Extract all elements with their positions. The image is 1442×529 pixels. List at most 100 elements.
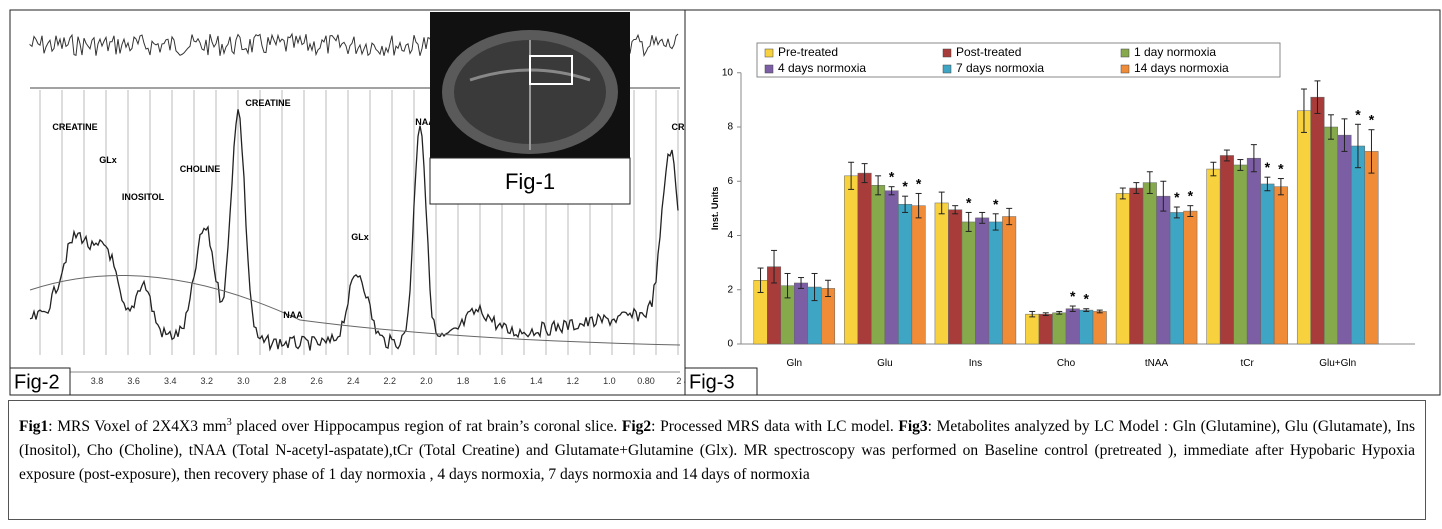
bar — [1337, 134, 1352, 345]
bar — [911, 205, 926, 345]
ppm-label: 2 4 — [676, 376, 689, 386]
spectrum: CREATINE GLx INOSITOL CHOLINE CREATINE NAA GLx… — [29, 32, 689, 386]
legend-swatch — [942, 48, 952, 58]
y-tick-label: 10 — [722, 67, 734, 78]
caption-sup: 3 — [226, 416, 232, 428]
legend-label: Post-treated — [956, 45, 1021, 59]
ppm-label: 3.6 — [127, 376, 140, 386]
legend — [756, 42, 1281, 78]
bar — [1246, 157, 1261, 345]
bar — [1092, 311, 1107, 345]
ppm-label: 3.0 — [237, 376, 250, 386]
bar — [1273, 186, 1288, 345]
peak-label: CHOLINE — [180, 164, 221, 174]
bar — [898, 204, 913, 345]
significance-marker: * — [902, 178, 908, 194]
bar — [871, 185, 886, 345]
significance-marker: * — [993, 196, 999, 212]
figure-label: Fig-2 — [14, 371, 60, 393]
peak-label: CR — [672, 122, 685, 132]
significance-marker: * — [966, 194, 972, 210]
x-tick-label: Cho — [1057, 358, 1076, 369]
x-tick-label: Ins — [969, 358, 982, 369]
y-tick-label: 6 — [727, 176, 733, 187]
caption-bold: Fig2 — [621, 418, 652, 435]
peak-label: GLx — [99, 155, 117, 165]
bar — [1169, 212, 1184, 345]
peak-label: CREATINE — [245, 98, 290, 108]
bar — [884, 190, 899, 345]
y-tick-label: 0 — [727, 339, 733, 350]
significance-marker: * — [1188, 188, 1194, 204]
legend-swatch — [764, 48, 774, 58]
legend-swatch — [1120, 64, 1130, 74]
caption-bold: Fig1 — [19, 418, 49, 435]
x-tick-label: Glu — [877, 358, 893, 369]
baseline-trace — [29, 274, 681, 346]
significance-marker: * — [1265, 159, 1271, 175]
caption-bold: Fig3 — [898, 418, 928, 435]
caption-text: : Processed MRS data with LC model. — [651, 418, 899, 435]
bar — [1065, 308, 1080, 345]
ppm-label: 2.8 — [274, 376, 287, 386]
significance-marker: * — [889, 169, 895, 185]
legend-label: 4 days normoxia — [778, 61, 866, 75]
significance-marker: * — [1174, 189, 1180, 205]
bar — [1079, 309, 1094, 345]
y-tick-label: 4 — [727, 230, 733, 241]
bar — [1025, 313, 1040, 345]
ppm-label: 2.6 — [310, 376, 323, 386]
bar — [844, 175, 859, 345]
significance-marker: * — [916, 175, 922, 191]
spectrum-trace — [29, 109, 679, 352]
bar — [1296, 110, 1311, 345]
x-tick-label: tNAA — [1145, 358, 1169, 369]
significance-marker: * — [1355, 106, 1361, 122]
ppm-label: 1.6 — [493, 376, 506, 386]
caption: Fig1: MRS Voxel of 2X4X3 mm3 placed over… — [8, 400, 1426, 520]
figure-label: Fig-1 — [505, 169, 555, 194]
ppm-label: 2.2 — [384, 376, 397, 386]
bar — [1129, 187, 1144, 345]
caption-text: : MRS Voxel of 2X4X3 mm — [48, 418, 227, 435]
bar — [934, 202, 949, 345]
caption-text: : Metabolites analyzed by LC Model : Gln… — [19, 418, 1416, 483]
legend-swatch — [942, 64, 952, 74]
bar — [1052, 312, 1067, 345]
bar — [857, 172, 872, 345]
label-box — [684, 367, 758, 396]
y-axis-label: Inst. Units — [710, 187, 720, 231]
legend-label: 1 day normoxia — [1134, 45, 1216, 59]
significance-marker: * — [1369, 112, 1375, 128]
ppm-label: 1.0 — [603, 376, 616, 386]
bar — [1233, 164, 1248, 345]
peak-label: CREATINE — [52, 122, 97, 132]
bar — [1260, 183, 1275, 345]
ppm-label: 1.2 — [567, 376, 580, 386]
significance-marker: * — [1084, 291, 1090, 307]
significance-marker: * — [1070, 288, 1076, 304]
legend-swatch — [1120, 48, 1130, 58]
bar — [1002, 216, 1017, 345]
bar — [1323, 126, 1338, 345]
ppm-label: 1.8 — [457, 376, 470, 386]
bar — [1206, 168, 1221, 345]
bar — [1364, 151, 1379, 345]
ppm-label: 3.4 — [164, 376, 177, 386]
brain-image: Fig-1 — [429, 12, 631, 205]
bar — [948, 209, 963, 345]
bar — [1219, 155, 1234, 345]
ppm-label: 3.8 — [91, 376, 104, 386]
y-tick-label: 8 — [727, 122, 733, 133]
bar — [1310, 96, 1325, 345]
legend-label: 7 days normoxia — [956, 61, 1044, 75]
figure-label: Fig-3 — [689, 371, 735, 393]
bar — [1115, 193, 1130, 345]
x-tick-label: Glu+Gln — [1319, 358, 1356, 369]
peak-label: NAA — [283, 310, 303, 320]
ppm-label: 2.4 — [347, 376, 360, 386]
bar — [1183, 210, 1198, 345]
y-tick-label: 2 — [727, 284, 733, 295]
caption-text: placed over Hippocampus region of rat br… — [231, 418, 622, 435]
